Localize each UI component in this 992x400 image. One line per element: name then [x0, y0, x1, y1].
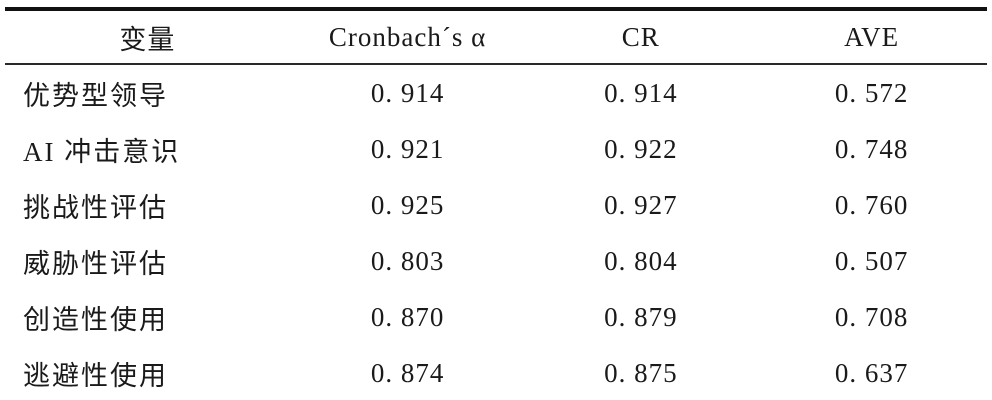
cell-ave: 0. 708	[834, 301, 909, 332]
table-row: 威胁性评估 0. 803 0. 804 0. 507	[5, 233, 987, 289]
cell-cr: 0. 927	[604, 189, 678, 220]
cell-cr: 0. 875	[604, 357, 678, 388]
cell-cr: 0. 922	[604, 133, 678, 164]
cell-cr: 0. 879	[604, 301, 678, 332]
cell-cronbach-alpha: 0. 925	[370, 189, 445, 220]
cell-ave: 0. 637	[834, 357, 909, 388]
cell-variable: 威胁性评估	[23, 248, 168, 279]
cell-cronbach-alpha: 0. 874	[370, 357, 445, 388]
table-row: AI 冲击意识 0. 921 0. 922 0. 748	[5, 121, 987, 177]
table-row: 优势型领导 0. 914 0. 914 0. 572	[5, 64, 987, 121]
cell-ave: 0. 507	[834, 245, 909, 276]
column-header-cronbach-alpha: Cronbach´s α	[289, 9, 526, 65]
cell-cr: 0. 804	[604, 245, 678, 276]
reliability-validity-table: 变量 Cronbach´s α CR AVE 优势型领导 0. 914 0. 914…	[5, 7, 987, 400]
cell-variable: 挑战性评估	[23, 192, 168, 223]
cell-ave: 0. 760	[834, 189, 909, 220]
cell-cronbach-alpha: 0. 803	[370, 245, 445, 276]
cell-cronbach-alpha: 0. 914	[370, 77, 445, 108]
cell-variable: 创造性使用	[23, 304, 168, 335]
cell-ave: 0. 572	[834, 77, 909, 108]
table-body: 优势型领导 0. 914 0. 914 0. 572 AI 冲击意识 0. 921 0. 9…	[5, 64, 987, 400]
column-header-cr: CR	[525, 9, 757, 65]
cell-variable: AI 冲击意识	[23, 136, 181, 167]
header-row: 变量 Cronbach´s α CR AVE	[5, 9, 987, 65]
cell-cronbach-alpha: 0. 870	[370, 301, 445, 332]
cell-variable: 优势型领导	[23, 80, 168, 111]
column-header-ave: AVE	[756, 9, 987, 65]
table-row: 创造性使用 0. 870 0. 879 0. 708	[5, 289, 987, 345]
table-row: 逃避性使用 0. 874 0. 875 0. 637	[5, 345, 987, 400]
cell-cr: 0. 914	[604, 77, 678, 108]
cell-ave: 0. 748	[834, 133, 909, 164]
cell-cronbach-alpha: 0. 921	[370, 133, 445, 164]
cell-variable: 逃避性使用	[23, 360, 168, 391]
table-row: 挑战性评估 0. 925 0. 927 0. 760	[5, 177, 987, 233]
column-header-variable: 变量	[5, 9, 290, 65]
